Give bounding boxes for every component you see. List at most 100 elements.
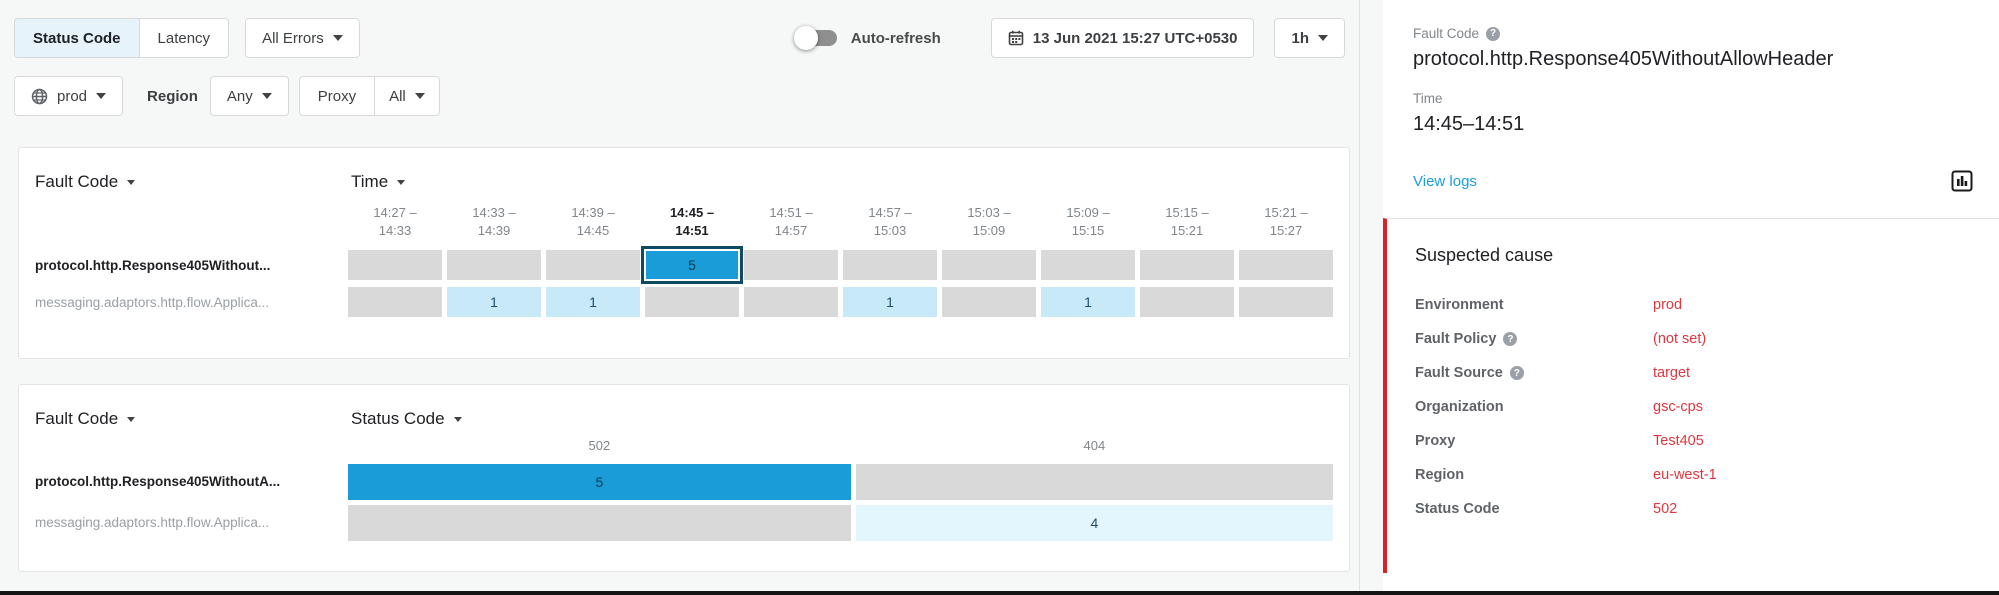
view-logs-link[interactable]: View logs	[1413, 172, 1477, 190]
help-icon[interactable]: ?	[1503, 332, 1518, 346]
time-column-header-line1: 14:51 –	[769, 205, 813, 220]
heatmap-cell[interactable]: 1	[546, 287, 640, 318]
environment-value: prod	[57, 87, 88, 105]
time-column-header: 14:45 – 14:51	[645, 204, 739, 243]
time-column-header-line1: 15:09 –	[1066, 205, 1110, 220]
auto-refresh-label: Auto-refresh	[850, 29, 941, 47]
suspected-cause-row: Status Code 502	[1415, 492, 1973, 526]
time-column-header-line2: 14:45	[576, 222, 610, 238]
time-column-header-line1: 15:21 –	[1264, 205, 1308, 220]
time-column-header: 14:27 – 14:33	[348, 204, 442, 243]
suspected-cause-row-value: prod	[1653, 297, 1683, 313]
main-content-area: Status Code Latency All Errors Auto-refr…	[14, 0, 1360, 591]
heatmap-cell[interactable]	[942, 287, 1036, 318]
heatmap-cell[interactable]	[546, 250, 640, 281]
time-label: Time	[1413, 91, 1443, 106]
col-dimension-label: Status Code	[351, 409, 445, 428]
heatmap-cell[interactable]: 5	[641, 246, 743, 285]
errors-filter-dropdown[interactable]: All Errors	[245, 18, 360, 58]
time-column-header-line1: 14:33 –	[472, 205, 516, 220]
suspected-cause-row-label-text: Fault Policy	[1415, 331, 1497, 347]
suspected-cause-row-label: Proxy	[1415, 433, 1653, 449]
status-code-column-header: 502	[588, 438, 611, 453]
heatmap-cell[interactable]	[447, 250, 541, 281]
proxy-dropdown[interactable]: All	[375, 77, 439, 115]
region-value: Any	[226, 87, 253, 105]
fault-code-row-label: protocol.http.Response405Without...	[35, 257, 271, 273]
region-dropdown[interactable]: Any	[209, 76, 289, 116]
fault-code-row-label: protocol.http.Response405WithoutA...	[35, 474, 281, 490]
status-count-bar[interactable]: 4	[855, 504, 1333, 541]
suspected-cause-row: Region eu-west-1	[1415, 458, 1973, 492]
logs-row: View logs	[1413, 170, 1973, 192]
time-column-header-line1: 14:57 –	[868, 205, 912, 220]
row-dimension-dropdown[interactable]: Fault Code	[35, 409, 351, 429]
detail-side-panel: Fault Code ? protocol.http.Response405Wi…	[1383, 0, 1999, 591]
globe-icon	[31, 88, 48, 105]
col-dimension-dropdown[interactable]: Time	[351, 172, 406, 192]
row-dimension-label: Fault Code	[35, 409, 119, 428]
row-dimension-dropdown[interactable]: Fault Code	[35, 172, 351, 192]
heatmap-cell[interactable]	[744, 250, 838, 281]
status-count-bar[interactable]	[348, 504, 851, 541]
time-column-header-line1: 14:45 –	[669, 205, 715, 220]
suspected-cause-section: Suspected cause Environment prod Fault Pol…	[1383, 218, 1999, 573]
datetime-picker-button[interactable]: 13 Jun 2021 15:27 UTC+0530	[990, 18, 1255, 58]
help-icon[interactable]: ?	[1509, 366, 1524, 380]
time-column-header-line2: 14:51	[675, 222, 709, 238]
col-dimension-dropdown[interactable]: Status Code	[351, 409, 462, 429]
heatmap-cell[interactable]	[1239, 250, 1333, 281]
suspected-cause-row-value: (not set)	[1653, 331, 1707, 347]
suspected-cause-row: Fault Source? target	[1415, 356, 1973, 390]
heatmap-cell[interactable]	[645, 287, 739, 318]
filters-toolbar-row-2: prod Region Any Proxy All	[14, 76, 440, 116]
tab-latency[interactable]: Latency	[138, 19, 229, 57]
fault-code-row-label: messaging.adaptors.http.flow.Applica...	[35, 515, 270, 531]
heatmap-cell[interactable]: 1	[447, 287, 541, 318]
heatmap-cell[interactable]	[1041, 250, 1135, 281]
row-dimension-label: Fault Code	[35, 172, 119, 191]
fault-by-status-panel: Fault Code Status Code 502 404 protocol.ht…	[18, 384, 1350, 572]
time-column-header: 15:03 – 15:09	[942, 204, 1036, 243]
status-code-column-header: 404	[1083, 438, 1106, 453]
status-count-bar[interactable]	[855, 463, 1333, 500]
fault-code-value: protocol.http.Response405WithoutAllowHea…	[1413, 48, 1834, 70]
heatmap-cell[interactable]: 1	[843, 287, 937, 318]
auto-refresh-toggle[interactable]	[793, 26, 837, 50]
time-column-header-line2: 15:27	[1269, 222, 1303, 238]
auto-refresh-control: Auto-refresh	[793, 26, 941, 50]
time-column-header-line2: 15:21	[1170, 222, 1204, 238]
heatmap-cell[interactable]	[843, 250, 937, 281]
heatmap-cell[interactable]	[1140, 287, 1234, 318]
proxy-label: Proxy	[300, 77, 376, 115]
suspected-cause-row: Fault Policy? (not set)	[1415, 322, 1973, 356]
chevron-down-icon	[127, 179, 136, 185]
environment-dropdown[interactable]: prod	[14, 76, 124, 116]
proxy-value: All	[389, 87, 406, 105]
heatmap-cell[interactable]	[1239, 287, 1333, 318]
heatmap-cell[interactable]	[942, 250, 1036, 281]
tab-status-code[interactable]: Status Code	[15, 19, 139, 57]
chevron-down-icon	[96, 93, 107, 99]
time-column-header: 15:21 – 15:27	[1239, 204, 1333, 243]
suspected-cause-row-label: Status Code	[1415, 501, 1653, 517]
heatmap-cell[interactable]	[1140, 250, 1234, 281]
interval-value: 1h	[1291, 29, 1309, 47]
help-icon[interactable]: ?	[1486, 26, 1501, 41]
metric-tab-group: Status Code Latency	[14, 18, 230, 58]
toggle-knob	[793, 26, 818, 50]
heatmap-cell[interactable]	[744, 287, 838, 318]
time-column-header-line1: 14:39 –	[571, 205, 615, 220]
suspected-cause-row-value: 502	[1653, 501, 1678, 517]
suspected-cause-row-label: Fault Source?	[1415, 365, 1653, 381]
time-column-header-line1: 15:15 –	[1165, 205, 1209, 220]
status-count-bar[interactable]: 5	[348, 463, 851, 500]
dimension-headers: Fault Code Status Code	[19, 385, 1349, 435]
heatmap-cell[interactable]: 1	[1041, 287, 1135, 318]
interval-dropdown[interactable]: 1h	[1274, 18, 1345, 58]
bar-chart-icon[interactable]	[1951, 170, 1973, 192]
chevron-down-icon	[453, 416, 462, 422]
heatmap-cell[interactable]	[348, 250, 442, 281]
time-column-header-line1: 15:03 –	[967, 205, 1011, 220]
heatmap-cell[interactable]	[348, 287, 442, 318]
